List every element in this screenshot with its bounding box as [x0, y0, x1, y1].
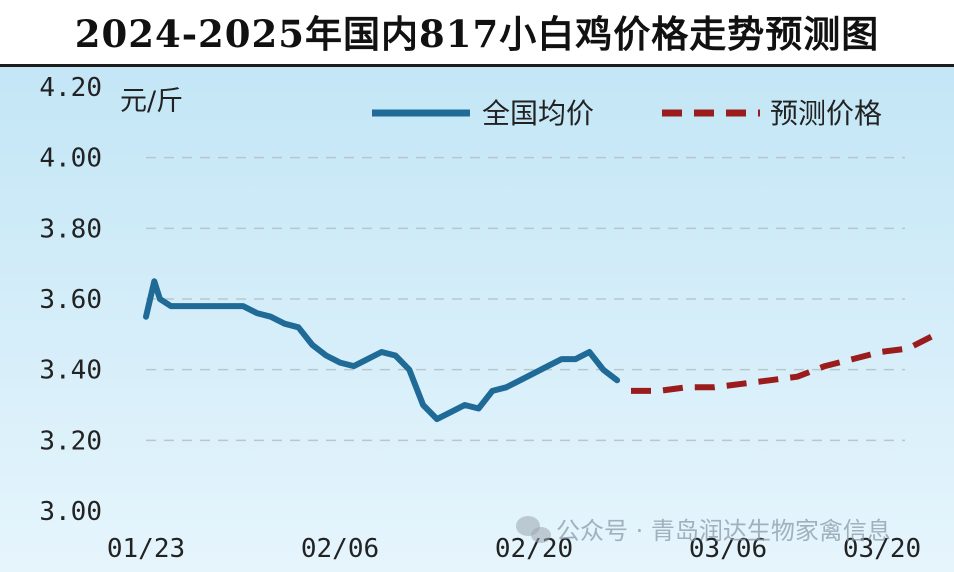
y-tick-label: 3.00	[39, 497, 102, 527]
plot-area: 3.00 3.20 3.40 3.60 3.80 4.00 4.20 元/斤 01/23 02/0…	[0, 67, 954, 572]
y-tick-label: 4.00	[39, 144, 102, 174]
series-line-national-avg	[143, 278, 621, 423]
plot-background	[0, 67, 954, 572]
legend-label: 全国均价	[482, 97, 594, 130]
y-tick-label: 3.40	[39, 356, 102, 386]
y-axis-unit-label: 元/斤	[120, 86, 183, 117]
x-tick-label: 03/06	[689, 534, 767, 564]
y-tick-label: 3.80	[39, 214, 102, 244]
legend-label: 预测价格	[770, 97, 882, 130]
y-tick-label: 4.20	[39, 73, 102, 103]
chart-title: 2024-2025年国内817小白鸡价格走势预测图	[74, 12, 880, 56]
watermark-text: 公众号 · 青岛润达生物家禽信息	[556, 517, 891, 545]
y-tick-label: 3.20	[39, 426, 102, 456]
x-tick-label: 01/23	[107, 534, 185, 564]
x-tick-label: 02/06	[301, 534, 379, 564]
line-chart: 3.00 3.20 3.40 3.60 3.80 4.00 4.20 元/斤 01/23 02/0…	[0, 67, 954, 572]
x-tick-label: 03/20	[843, 534, 921, 564]
y-tick-label: 3.60	[39, 285, 102, 315]
title-bar: 2024-2025年国内817小白鸡价格走势预测图	[0, 0, 954, 67]
wechat-icon	[516, 516, 551, 543]
series-line-forecast	[631, 331, 938, 394]
